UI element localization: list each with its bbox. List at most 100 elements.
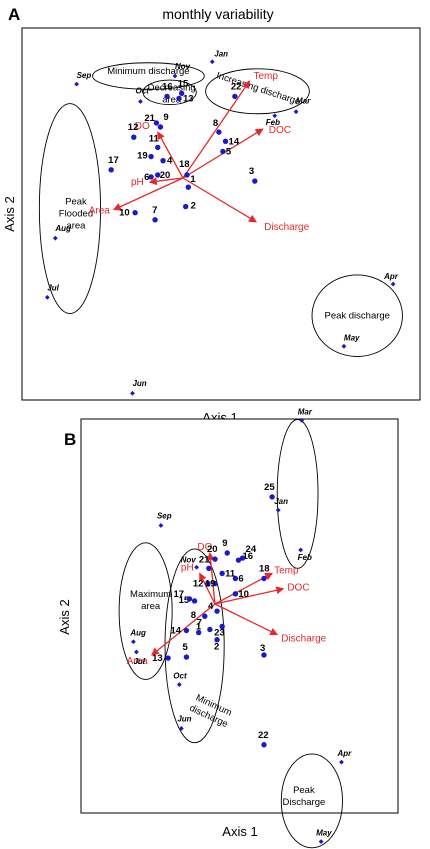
site-point-a-16 — [164, 93, 170, 100]
site-point-b-6 — [232, 575, 239, 582]
site-point-b-23 — [219, 623, 225, 630]
vector-label-a-temp: Temp — [254, 71, 279, 82]
site-label-b-2: 2 — [214, 642, 219, 653]
month-marker-b-jan — [275, 507, 281, 513]
site-label-a-9: 9 — [163, 112, 168, 123]
vector-a-ph — [148, 177, 184, 186]
site-point-a-14 — [222, 138, 229, 144]
group-ellipse-a-2 — [142, 79, 197, 106]
site-point-b-19 — [212, 580, 218, 587]
group-ellipse-a-1 — [92, 62, 205, 90]
panel-a: A monthly variability Axis 1 Axis 2 Mini… — [2, 5, 421, 425]
site-point-b-2 — [214, 637, 220, 643]
vector-label-a-discharge: Discharge — [264, 222, 309, 233]
month-label-b-aug: Aug — [129, 629, 146, 638]
vector-label-b-do: DO — [197, 542, 212, 553]
month-label-a-feb: Feb — [266, 118, 280, 127]
group-ellipse-a-4 — [38, 103, 101, 315]
group-label-line: area — [162, 94, 182, 105]
vector-label-a-ph: pH — [131, 177, 144, 188]
site-label-a-10: 10 — [119, 208, 130, 219]
site-point-a-19 — [148, 153, 154, 160]
site-point-b-5 — [183, 654, 190, 660]
site-point-a-10 — [132, 209, 138, 216]
month-marker-b-jul — [134, 649, 139, 655]
site-label-b-1: 1 — [196, 622, 202, 633]
site-point-b-7 — [195, 629, 202, 636]
site-point-a-18 — [184, 172, 190, 178]
site-label-a-6: 6 — [144, 172, 149, 183]
site-point-a-11 — [155, 144, 161, 151]
month-marker-a-aug — [52, 235, 58, 241]
month-marker-b-feb — [298, 547, 304, 553]
site-point-a-15 — [178, 90, 185, 97]
month-marker-b-jun — [178, 726, 184, 731]
month-marker-a-apr — [390, 281, 396, 287]
vector-a-area — [112, 177, 184, 211]
site-label-a-7: 7 — [152, 205, 157, 216]
site-label-b-3: 3 — [260, 643, 265, 654]
site-label-b-4: 4 — [208, 601, 214, 612]
site-point-b-9 — [224, 550, 230, 556]
site-label-b-15: 15 — [179, 595, 190, 606]
site-label-a-4: 4 — [167, 156, 173, 167]
site-label-b-19: 19 — [205, 579, 216, 590]
site-label-b-25: 25 — [264, 482, 275, 493]
month-label-b-jul: Jul — [133, 657, 145, 666]
x-axis-label-b: Axis 1 — [222, 824, 257, 839]
site-point-b-18 — [261, 575, 267, 582]
month-label-a-oct: Oct — [135, 87, 149, 96]
month-label-b-jun: Jun — [177, 714, 191, 723]
group-label-line: area — [66, 221, 86, 232]
site-label-a-5: 5 — [226, 146, 232, 157]
site-point-a-12 — [131, 134, 137, 140]
month-label-a-jan: Jan — [214, 50, 228, 59]
site-label-a-8: 8 — [213, 118, 218, 129]
month-marker-a-jan — [209, 59, 215, 65]
site-label-a-11: 11 — [149, 133, 160, 144]
site-point-a-22 — [232, 93, 238, 100]
month-marker-b-nov — [194, 564, 200, 570]
site-label-b-24: 24 — [246, 544, 257, 555]
site-point-a-20 — [155, 172, 161, 178]
site-point-a-13 — [176, 95, 182, 102]
group-label-line: Minimum discharge — [107, 66, 189, 77]
month-label-b-feb: Feb — [298, 553, 312, 562]
site-label-b-18: 18 — [259, 564, 270, 575]
site-point-b-1 — [207, 626, 213, 633]
month-marker-a-mar — [293, 109, 299, 115]
group-ellipse-b-1 — [118, 542, 173, 680]
site-point-b-21 — [206, 565, 212, 571]
site-label-a-18: 18 — [179, 159, 190, 170]
group-label-b-4: Peak Discharge — [283, 785, 326, 808]
month-label-b-may: May — [316, 829, 332, 838]
month-label-b-nov: Nov — [181, 555, 197, 564]
site-label-b-13: 13 — [152, 653, 163, 664]
month-label-b-mar: Mar — [298, 407, 313, 416]
panel-letter-a: A — [8, 5, 20, 24]
vector-a-temp — [182, 80, 251, 179]
site-point-a-7 — [152, 217, 158, 223]
vector-b-do — [206, 552, 216, 605]
site-point-b-10 — [232, 591, 239, 597]
group-ellipse-a-5 — [311, 274, 403, 357]
month-marker-b-may — [318, 839, 324, 845]
panel-letter-b: B — [64, 430, 76, 449]
site-label-b-8: 8 — [191, 610, 196, 621]
group-label-a-5: Peak discharge — [324, 311, 389, 322]
group-label-line: Decreasing — [148, 82, 196, 93]
site-label-b-6: 6 — [238, 574, 243, 585]
vector-a-discharge — [182, 177, 258, 223]
plot-frame-a — [21, 27, 421, 401]
month-label-b-sep: Sep — [157, 511, 172, 520]
site-label-a-22: 22 — [231, 81, 242, 92]
group-label-line: Peak — [293, 785, 315, 796]
group-label-line: area — [141, 601, 161, 612]
site-label-b-10: 10 — [238, 589, 249, 600]
site-point-a-9 — [157, 124, 164, 130]
group-label-a-2: Decreasing area — [148, 82, 196, 105]
month-label-b-jan: Jan — [274, 497, 288, 506]
group-ellipse-b-3 — [276, 418, 319, 569]
group-ellipse-b-4 — [280, 753, 343, 849]
